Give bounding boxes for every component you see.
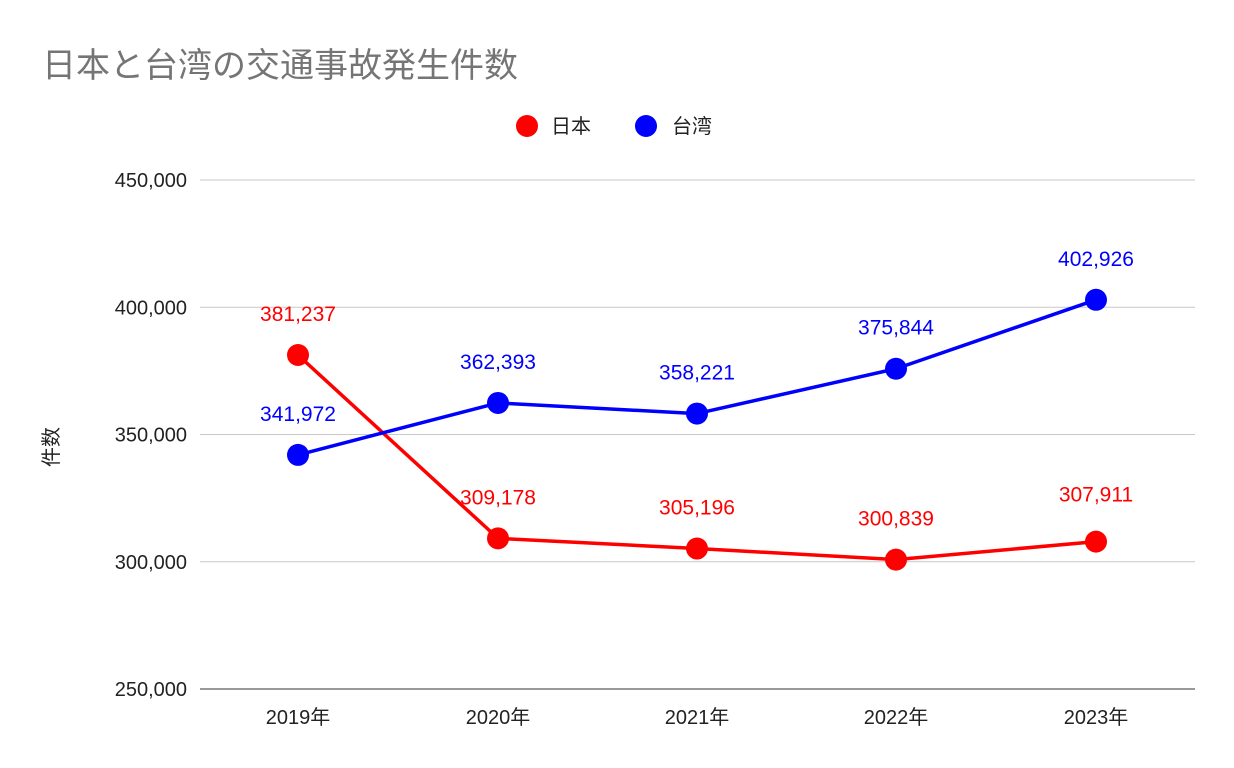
y-tick-label: 300,000: [115, 552, 187, 574]
y-tick-label: 450,000: [115, 170, 187, 192]
data-label: 309,178: [460, 486, 536, 509]
data-point: [686, 402, 708, 425]
data-point: [686, 537, 708, 560]
data-point: [287, 344, 309, 367]
x-tick-label: 2021年: [665, 706, 730, 729]
data-point: [1085, 288, 1107, 311]
data-point: [487, 391, 509, 414]
x-tick-label: 2020年: [466, 706, 531, 729]
x-tick-label: 2023年: [1064, 706, 1129, 729]
data-point: [885, 548, 907, 571]
data-label: 362,393: [460, 351, 536, 374]
y-tick-label: 350,000: [115, 425, 187, 447]
data-label: 375,844: [858, 317, 934, 340]
data-label: 300,839: [858, 508, 934, 531]
y-tick-label: 250,000: [115, 679, 187, 701]
legend-item: 日本: [516, 114, 591, 138]
data-label: 381,237: [260, 303, 336, 326]
data-point: [487, 527, 509, 550]
data-label: 358,221: [659, 362, 735, 385]
data-label: 341,972: [260, 403, 336, 426]
series-japan: [287, 344, 1107, 571]
data-label: 305,196: [659, 497, 735, 520]
data-point: [885, 357, 907, 380]
data-point: [1085, 530, 1107, 553]
series-taiwan: [287, 288, 1107, 466]
data-label: 402,926: [1058, 248, 1134, 271]
y-tick-label: 400,000: [115, 297, 187, 319]
legend-label: 日本: [551, 114, 591, 138]
legend-marker: [635, 115, 657, 137]
x-tick-label: 2019年: [266, 706, 331, 729]
legend-marker: [516, 115, 538, 137]
series-line: [296, 353, 1097, 562]
chart-title: 日本と台湾の交通事故発生件数: [42, 46, 518, 86]
legend-label: 台湾: [672, 114, 712, 138]
legend-item: 台湾: [635, 114, 712, 138]
data-label: 307,911: [1059, 484, 1133, 507]
y-axis-label: 件数: [39, 427, 63, 467]
x-tick-label: 2022年: [864, 706, 929, 729]
data-point: [287, 443, 309, 466]
